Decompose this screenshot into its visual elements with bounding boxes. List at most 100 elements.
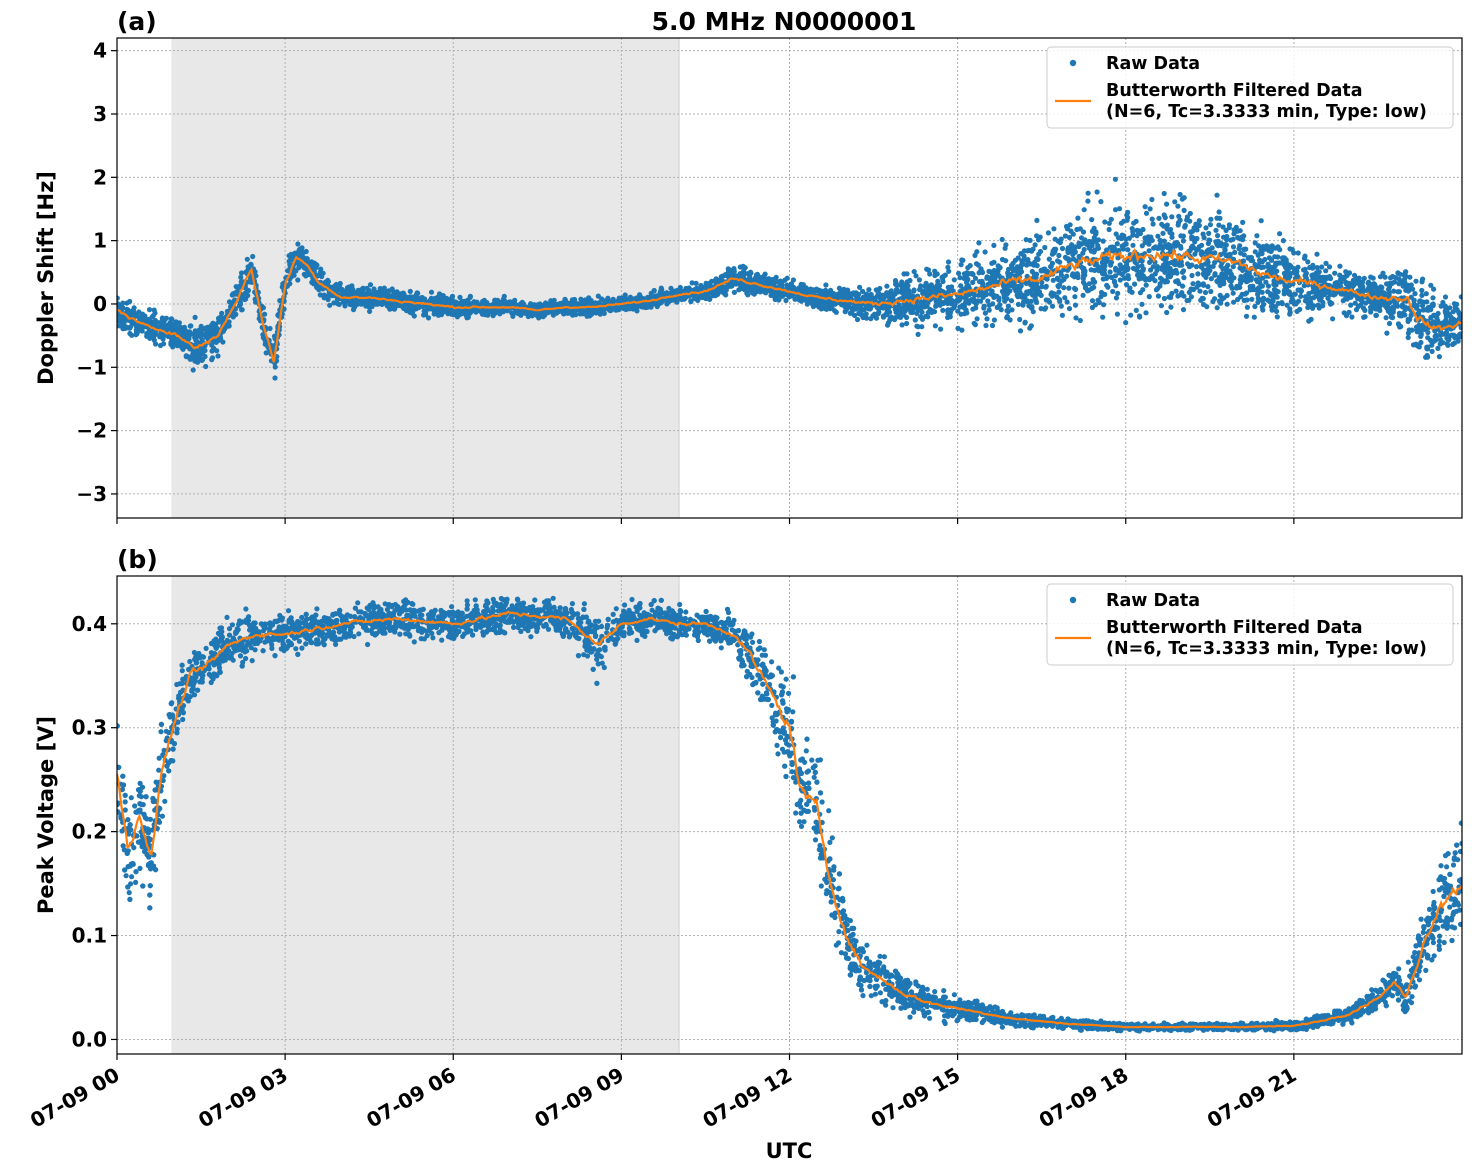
raw-data-point (1255, 295, 1261, 301)
raw-data-point (1169, 290, 1175, 297)
raw-data-point (973, 301, 979, 307)
raw-data-point (121, 319, 127, 325)
raw-data-point (1403, 269, 1409, 275)
raw-data-point (1152, 271, 1158, 277)
raw-data-point (238, 274, 244, 280)
raw-data-point (1157, 245, 1163, 251)
raw-data-point (1149, 196, 1155, 203)
raw-data-point (1195, 280, 1201, 286)
raw-data-point (1324, 274, 1331, 280)
raw-data-point (971, 292, 978, 298)
raw-data-point (431, 311, 437, 317)
raw-data-point (1017, 316, 1023, 323)
raw-data-point (1207, 222, 1213, 228)
raw-data-point (1075, 215, 1081, 221)
raw-data-point (1178, 259, 1184, 265)
raw-data-point (766, 276, 772, 282)
raw-data-point (958, 311, 964, 317)
raw-data-point (1243, 313, 1250, 319)
raw-data-point (1179, 196, 1185, 202)
raw-data-point (1019, 258, 1025, 264)
raw-data-point (1077, 226, 1083, 232)
raw-data-point (1101, 302, 1107, 308)
raw-data-point (1419, 292, 1425, 298)
raw-data-point (1386, 320, 1393, 327)
raw-data-point (1230, 256, 1237, 262)
raw-data-point (193, 349, 199, 355)
raw-data-point (187, 346, 193, 352)
raw-data-point (1105, 258, 1111, 264)
raw-data-point (974, 316, 980, 322)
raw-data-point (1168, 304, 1174, 310)
raw-data-point (1155, 233, 1161, 239)
raw-data-point (1200, 231, 1206, 237)
raw-data-point (626, 303, 633, 309)
raw-data-point (1436, 354, 1442, 360)
raw-data-point (1254, 279, 1261, 285)
raw-data-point (1055, 276, 1061, 283)
raw-data-point (1062, 233, 1068, 239)
raw-data-point (1010, 268, 1017, 274)
raw-data-point (1395, 289, 1401, 295)
raw-data-point (1419, 287, 1425, 294)
raw-data-point (1123, 282, 1130, 288)
raw-data-point (1280, 238, 1286, 244)
raw-data-point (1056, 289, 1062, 295)
raw-data-point (1050, 277, 1056, 283)
raw-data-point (1216, 274, 1222, 280)
raw-data-point (1175, 240, 1181, 247)
raw-data-point (587, 313, 593, 319)
raw-data-point (1136, 230, 1142, 236)
raw-data-point (1189, 236, 1195, 242)
raw-data-point (176, 320, 182, 326)
raw-data-point (323, 280, 329, 286)
raw-data-point (1081, 268, 1087, 275)
raw-data-point (1161, 262, 1167, 268)
raw-data-point (498, 300, 504, 306)
raw-data-point (1316, 295, 1322, 301)
raw-data-point (154, 319, 160, 325)
raw-data-point (991, 294, 997, 300)
raw-data-point (1005, 266, 1012, 272)
raw-data-point (994, 304, 1000, 310)
raw-data-point (1125, 247, 1131, 253)
raw-data-point (1298, 293, 1304, 299)
raw-data-point (1080, 292, 1086, 298)
raw-data-point (1146, 294, 1152, 300)
raw-data-point (1112, 176, 1118, 182)
raw-data-point (1122, 275, 1128, 281)
raw-data-point (861, 306, 867, 313)
raw-data-point (1143, 310, 1149, 316)
raw-data-point (1199, 242, 1205, 248)
raw-data-point (1260, 264, 1267, 270)
raw-data-point (1115, 235, 1121, 241)
raw-data-point (967, 271, 973, 277)
raw-data-point (959, 257, 965, 263)
raw-data-point (457, 294, 463, 300)
raw-data-point (134, 323, 140, 329)
raw-data-point (1222, 275, 1228, 281)
raw-data-point (1186, 264, 1193, 270)
raw-data-point (1435, 310, 1441, 317)
raw-data-point (1089, 304, 1095, 311)
raw-data-point (1207, 267, 1213, 274)
raw-data-point (1302, 294, 1309, 300)
raw-data-point (956, 270, 962, 276)
raw-data-point (1430, 319, 1436, 325)
raw-data-point (386, 289, 392, 295)
raw-data-point (157, 334, 163, 340)
raw-data-point (1413, 278, 1419, 284)
raw-data-point (1228, 283, 1234, 289)
raw-data-point (1123, 320, 1129, 326)
raw-data-point (1407, 274, 1413, 280)
raw-data-point (1295, 264, 1301, 270)
raw-data-point (464, 298, 470, 304)
raw-data-point (1429, 342, 1435, 348)
raw-data-point (668, 285, 674, 291)
raw-data-point (239, 307, 245, 313)
raw-data-point (238, 270, 245, 276)
raw-data-point (1332, 280, 1338, 286)
raw-data-point (1139, 301, 1145, 307)
raw-data-point (1158, 275, 1164, 281)
